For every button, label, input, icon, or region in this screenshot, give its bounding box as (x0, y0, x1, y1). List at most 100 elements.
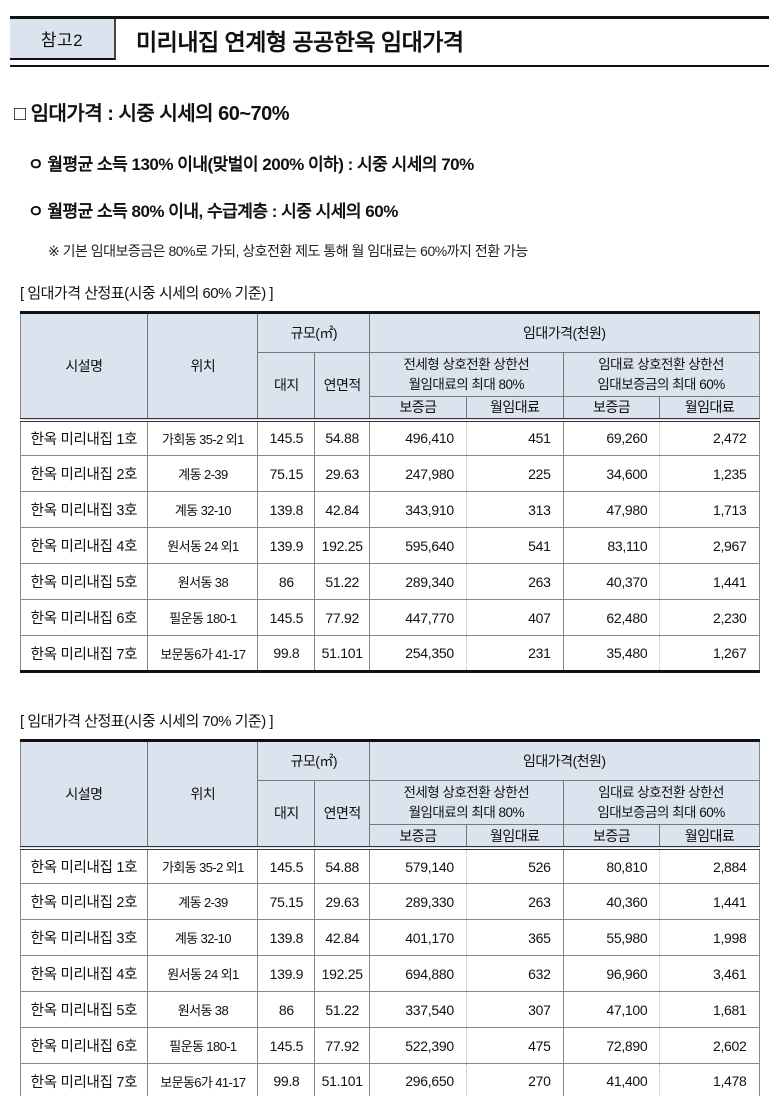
table-caption-70: [ 임대가격 산정표(시중 시세의 70% 기준) ] (20, 713, 274, 731)
page-title: 미리내집 연계형 공공한옥 임대가격 (136, 28, 464, 55)
table-header: 시설명 위치 규모(㎡) 임대가격(천원) 대지 연면적 전세형 상호전환 상한… (20, 740, 759, 850)
land-header: 대지 (257, 780, 316, 850)
monthly-rent-cell: 541 (466, 527, 564, 564)
deposit-cell: 254,350 (369, 635, 467, 672)
section-heading: □ 임대가격 : 시중 시세의 60~70% (14, 103, 290, 125)
monthly-rent-cell: 231 (466, 635, 564, 672)
deposit-cell: 34,600 (563, 455, 661, 492)
land-area-cell: 145.5 (257, 1027, 316, 1064)
facility-cell: 한옥 미리내집 2호 (20, 455, 149, 492)
monthly-rent-cell: 2,472 (659, 419, 759, 456)
table-row: 한옥 미리내집 6호 필운동 180-1 145.5 77.92 522,390 475 7… (20, 1027, 759, 1064)
monthly-rent-cell: 225 (466, 455, 564, 492)
location-cell: 필운동 180-1 (147, 1027, 259, 1064)
reference-badge: 참고2 (10, 19, 116, 60)
facility-cell: 한옥 미리내집 7호 (20, 635, 149, 672)
facility-header: 시설명 (20, 312, 149, 422)
table-row: 한옥 미리내집 3호 계동 32-10 139.8 42.84 343,910 313 47… (20, 491, 759, 528)
location-cell: 가회동 35-2 외1 (147, 847, 259, 884)
land-area-cell: 75.15 (257, 455, 316, 492)
monthly-rent-cell: 313 (466, 491, 564, 528)
location-cell: 계동 32-10 (147, 491, 259, 528)
jeonse-group-line2: 월임대료의 최대 80% (408, 376, 525, 392)
land-area-cell: 139.8 (257, 491, 316, 528)
price-table-70: 시설명 위치 규모(㎡) 임대가격(천원) 대지 연면적 전세형 상호전환 상한… (19, 739, 760, 1096)
facility-cell: 한옥 미리내집 5호 (20, 563, 149, 600)
floor-area-cell: 51.101 (314, 1063, 371, 1096)
deposit-cell: 522,390 (369, 1027, 467, 1064)
monthly-rent-cell: 451 (466, 419, 564, 456)
land-header: 대지 (257, 352, 316, 422)
deposit-cell: 40,370 (563, 563, 661, 600)
floor-area-cell: 192.25 (314, 955, 371, 992)
jeonse-group-line1: 전세형 상호전환 상한선 (403, 357, 530, 372)
floor-area-cell: 42.84 (314, 919, 371, 956)
floor-area-header: 연면적 (314, 352, 371, 422)
rent-group-line1: 임대료 상호전환 상한선 (598, 785, 724, 801)
floor-area-cell: 77.92 (314, 599, 371, 636)
bullet-income-130: ㅇ 월평균 소득 130% 이내(맞벌이 200% 이하) : 시중 시세의 7… (28, 155, 474, 174)
monthly-rent-cell: 632 (466, 955, 564, 992)
facility-cell: 한옥 미리내집 1호 (20, 847, 149, 884)
deposit-cell: 96,960 (563, 955, 661, 992)
land-area-cell: 139.8 (257, 919, 316, 956)
deposit-cell: 337,540 (369, 991, 467, 1028)
rent-group-line2: 임대보증금의 최대 60% (597, 376, 725, 392)
land-area-cell: 75.15 (257, 883, 316, 920)
jeonse-group-line1: 전세형 상호전환 상한선 (403, 785, 530, 801)
table-row: 한옥 미리내집 1호 가회동 35-2 외1 145.5 54.88 579,140 52… (20, 847, 759, 884)
table-row: 한옥 미리내집 5호 원서동 38 86 51.22 337,540 307 47,100 1… (20, 991, 759, 1028)
table-header: 시설명 위치 규모(㎡) 임대가격(천원) 대지 연면적 전세형 상호전환 상한… (20, 312, 759, 422)
rent-group-line2: 임대보증금의 최대 60% (597, 804, 725, 820)
land-area-cell: 145.5 (257, 599, 316, 636)
location-cell: 계동 2-39 (147, 883, 259, 920)
table-row: 한옥 미리내집 1호 가회동 35-2 외1 145.5 54.88 496,410 45… (20, 419, 759, 456)
land-area-cell: 139.9 (257, 527, 316, 564)
deposit-cell: 595,640 (369, 527, 467, 564)
land-area-cell: 99.8 (257, 635, 316, 672)
monthly-rent-header: 월임대료 (466, 824, 564, 850)
price-group-header: 임대가격(천원) (369, 740, 759, 782)
deposit-cell: 69,260 (563, 419, 661, 456)
floor-area-header: 연면적 (314, 780, 371, 850)
floor-area-cell: 51.22 (314, 991, 371, 1028)
monthly-rent-cell: 2,230 (659, 599, 759, 636)
deposit-header: 보증금 (563, 396, 661, 422)
monthly-rent-cell: 263 (466, 883, 564, 920)
table-row: 한옥 미리내집 2호 계동 2-39 75.15 29.63 247,980 225 34,… (20, 455, 759, 492)
facility-cell: 한옥 미리내집 2호 (20, 883, 149, 920)
jeonse-group-header: 전세형 상호전환 상한선 월임대료의 최대 80% (369, 352, 564, 398)
deposit-cell: 41,400 (563, 1063, 661, 1096)
size-group-header: 규모(㎡) (257, 312, 371, 353)
monthly-rent-cell: 270 (466, 1063, 564, 1096)
deposit-cell: 289,330 (369, 883, 467, 920)
floor-area-cell: 51.22 (314, 563, 371, 600)
table-row: 한옥 미리내집 5호 원서동 38 86 51.22 289,340 263 40,370 1… (20, 563, 759, 600)
location-cell: 원서동 38 (147, 563, 259, 600)
monthly-rent-cell: 407 (466, 599, 564, 636)
table-row: 한옥 미리내집 2호 계동 2-39 75.15 29.63 289,330 263 40,… (20, 883, 759, 920)
table-body-60: 한옥 미리내집 1호 가회동 35-2 외1 145.5 54.88 496,410 45… (20, 419, 759, 672)
land-area-cell: 86 (257, 563, 316, 600)
monthly-rent-cell: 2,602 (659, 1027, 759, 1064)
table-row: 한옥 미리내집 4호 원서동 24 외1 139.9 192.25 595,640 541… (20, 527, 759, 564)
location-header: 위치 (147, 312, 259, 422)
rent-group-line1: 임대료 상호전환 상한선 (598, 357, 724, 372)
table-row: 한옥 미리내집 7호 보문동6가 41-17 99.8 51.101 296,650 27… (20, 1063, 759, 1096)
location-cell: 원서동 24 외1 (147, 527, 259, 564)
monthly-rent-cell: 263 (466, 563, 564, 600)
conversion-note: ※ 기본 임대보증금은 80%로 가되, 상호전환 제도 통해 월 임대료는 6… (48, 243, 528, 259)
monthly-rent-header: 월임대료 (659, 824, 759, 850)
table-caption-60: [ 임대가격 산정표(시중 시세의 60% 기준) ] (20, 285, 274, 302)
price-table-60: 시설명 위치 규모(㎡) 임대가격(천원) 대지 연면적 전세형 상호전환 상한… (19, 311, 760, 674)
land-area-cell: 145.5 (257, 419, 316, 456)
table-body-70: 한옥 미리내집 1호 가회동 35-2 외1 145.5 54.88 579,140 52… (20, 847, 759, 1096)
rent-conversion-group-header: 임대료 상호전환 상한선 임대보증금의 최대 60% (563, 352, 759, 398)
jeonse-group-header: 전세형 상호전환 상한선 월임대료의 최대 80% (369, 780, 564, 826)
deposit-cell: 579,140 (369, 847, 467, 884)
monthly-rent-cell: 526 (466, 847, 564, 884)
deposit-cell: 83,110 (563, 527, 661, 564)
facility-cell: 한옥 미리내집 5호 (20, 991, 149, 1028)
price-group-header: 임대가격(천원) (369, 312, 759, 353)
